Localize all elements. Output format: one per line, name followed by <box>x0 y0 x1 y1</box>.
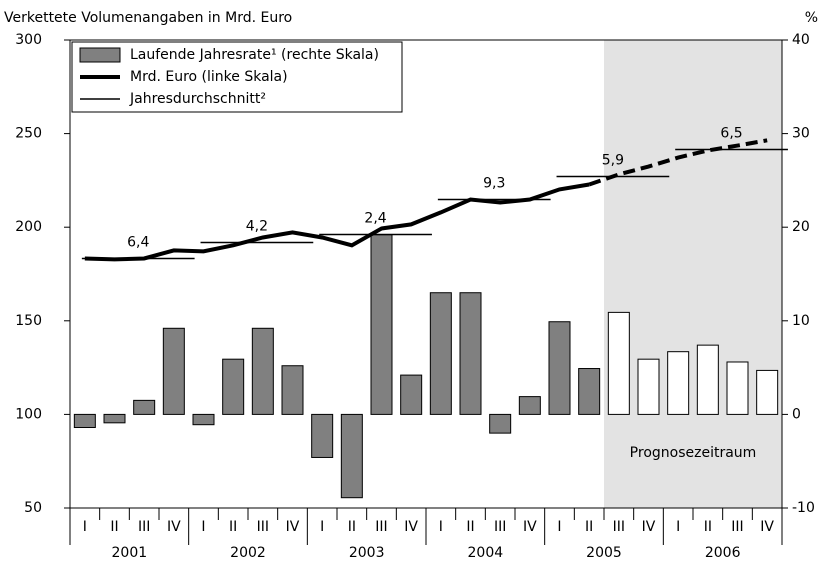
y2-tick-label: 0 <box>792 406 801 422</box>
x-tick-label: III <box>731 519 743 535</box>
x-tick-label: IV <box>642 519 656 535</box>
bar <box>133 399 156 415</box>
bar <box>251 327 274 415</box>
y2-tick-label: 10 <box>792 313 810 329</box>
bar <box>607 311 630 415</box>
bar <box>667 351 690 415</box>
forecast-region <box>604 40 782 508</box>
bar <box>340 413 363 499</box>
y2-tick-label: 30 <box>792 126 810 142</box>
y2-axis-label: % <box>805 10 818 26</box>
x-tick-label: I <box>676 519 680 535</box>
bar <box>548 321 571 415</box>
legend-swatch <box>79 47 121 63</box>
x-tick-label: III <box>494 519 506 535</box>
x-tick-label: IV <box>167 519 181 535</box>
x-tick-label: III <box>138 519 150 535</box>
x-tick-label: IV <box>286 519 300 535</box>
x-tick-label: I <box>557 519 561 535</box>
y2-tick-label: 20 <box>792 219 810 235</box>
bar <box>162 327 185 415</box>
x-tick-label: II <box>110 519 118 535</box>
legend-label: Laufende Jahresrate¹ (rechte Skala) <box>130 47 379 63</box>
annual-growth-label: 4,2 <box>246 219 268 235</box>
y-tick-label: 50 <box>24 500 42 516</box>
x-tick-label: II <box>704 519 712 535</box>
bar <box>459 292 482 415</box>
annual-growth-label: 6,5 <box>720 126 742 142</box>
year-label: 2005 <box>586 545 622 561</box>
legend-label: Jahresdurchschnitt² <box>129 91 266 107</box>
bar <box>637 358 660 415</box>
bar <box>429 292 452 415</box>
y2-tick-label: -10 <box>792 500 815 516</box>
bar <box>281 365 304 415</box>
annual-growth-label: 2,4 <box>364 211 386 227</box>
annual-growth-label: 9,3 <box>483 175 505 191</box>
bar <box>103 413 126 424</box>
bar <box>370 234 393 415</box>
annual-growth-label: 5,9 <box>602 152 624 168</box>
legend-label: Mrd. Euro (linke Skala) <box>130 69 288 85</box>
forecast-label: Prognosezeitraum <box>630 445 757 461</box>
y-tick-label: 300 <box>15 32 42 48</box>
x-tick-label: IV <box>760 519 774 535</box>
bar <box>518 396 541 415</box>
x-tick-label: I <box>439 519 443 535</box>
bar <box>192 413 215 426</box>
bar <box>73 413 96 429</box>
x-tick-label: III <box>375 519 387 535</box>
year-label: 2004 <box>468 545 504 561</box>
bar <box>222 358 245 415</box>
x-tick-label: II <box>466 519 474 535</box>
x-tick-label: IV <box>404 519 418 535</box>
y-tick-label: 250 <box>15 126 42 142</box>
bar <box>400 374 423 415</box>
legend-box <box>71 41 403 113</box>
year-label: 2006 <box>705 545 741 561</box>
x-tick-label: III <box>257 519 269 535</box>
year-label: 2002 <box>230 545 266 561</box>
x-tick-label: III <box>613 519 625 535</box>
year-label: 2003 <box>349 545 385 561</box>
x-tick-label: I <box>320 519 324 535</box>
x-tick-label: II <box>348 519 356 535</box>
x-tick-label: I <box>83 519 87 535</box>
year-label: 2001 <box>112 545 148 561</box>
y-axis-label: Verkettete Volumenangaben in Mrd. Euro <box>4 10 292 26</box>
bar <box>578 368 601 415</box>
bar <box>726 361 749 415</box>
line-forecast <box>588 138 768 187</box>
y-tick-label: 150 <box>15 313 42 329</box>
y-tick-label: 100 <box>15 406 42 422</box>
bar <box>756 369 779 415</box>
annual-growth-label: 6,4 <box>127 234 149 250</box>
y2-tick-label: 40 <box>792 32 810 48</box>
y-tick-label: 200 <box>15 219 42 235</box>
x-tick-label: IV <box>523 519 537 535</box>
x-tick-label: II <box>585 519 593 535</box>
bar <box>489 413 512 434</box>
line-actual <box>84 182 590 262</box>
x-tick-label: I <box>201 519 205 535</box>
x-tick-label: II <box>229 519 237 535</box>
bar <box>696 344 719 415</box>
bar <box>311 413 334 458</box>
